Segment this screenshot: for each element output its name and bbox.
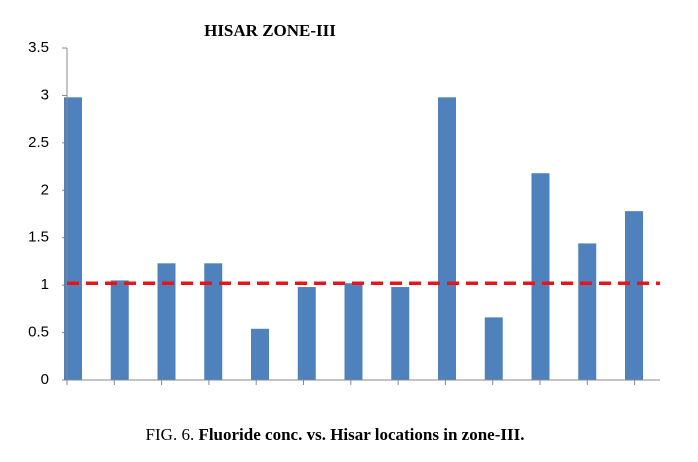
bar (578, 243, 597, 380)
bar (484, 317, 503, 380)
caption-text: Fluoride conc. vs. Hisar locations in zo… (198, 425, 524, 444)
y-tick-label: 2 (41, 181, 49, 198)
bar (64, 97, 82, 380)
y-tick-label: 0 (41, 371, 49, 388)
bar (297, 287, 316, 380)
y-tick-label: 3 (41, 86, 49, 103)
bar (344, 283, 363, 380)
bar (391, 287, 410, 380)
y-tick-label: 1 (41, 276, 49, 293)
bar (251, 328, 269, 380)
bar (625, 211, 643, 380)
chart-title: HISAR ZONE-III (204, 21, 336, 40)
bar (438, 97, 456, 380)
y-tick-label: 0.5 (28, 324, 49, 341)
caption: FIG. 6. Fluoride conc. vs. Hisar locatio… (146, 425, 525, 444)
bar (531, 173, 550, 380)
caption-label: FIG. 6. (146, 425, 195, 444)
bar (204, 263, 223, 380)
bar (157, 263, 176, 380)
y-tick-label: 2.5 (28, 134, 49, 151)
y-tick-label: 3.5 (28, 39, 49, 56)
bar (110, 280, 129, 380)
y-tick-label: 1.5 (28, 229, 49, 246)
